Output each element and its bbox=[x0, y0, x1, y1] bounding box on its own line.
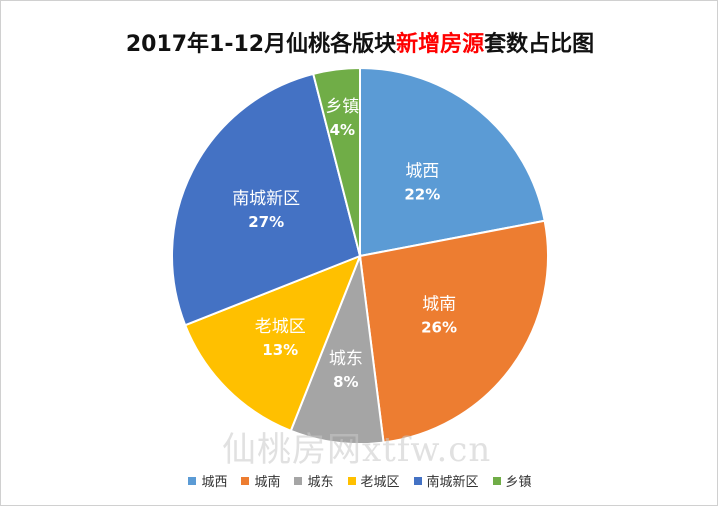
legend-swatch bbox=[492, 476, 501, 485]
legend-label: 城西 bbox=[201, 475, 228, 490]
pie-slice bbox=[171, 72, 362, 327]
pie-slice bbox=[358, 219, 549, 444]
slice-value-label: 8% bbox=[333, 373, 358, 391]
slice-value-label: 26% bbox=[421, 318, 457, 336]
legend-label: 南城新区 bbox=[426, 475, 479, 490]
pie-slices bbox=[171, 66, 549, 445]
slice-category-label: 老城区 bbox=[255, 317, 306, 337]
chart-title: 2017年1-12月仙桃各版块新增房源套数占比图 bbox=[0, 26, 720, 58]
pie-slice bbox=[289, 255, 385, 445]
title-prefix: 2017年1-12月仙桃各版块 bbox=[125, 32, 397, 57]
slice-value-label: 22% bbox=[404, 186, 440, 204]
watermark: 仙桃房网xtfw.cn bbox=[222, 430, 492, 470]
chart-legend: 城西 城南 城东 老城区 南城新区 乡镇 bbox=[0, 471, 720, 490]
legend-swatch bbox=[294, 476, 303, 485]
pie-slice bbox=[359, 66, 546, 258]
legend-label: 老城区 bbox=[360, 475, 400, 490]
slice-value-label: 4% bbox=[330, 121, 355, 139]
title-highlight: 新增房源 bbox=[396, 32, 485, 57]
legend-label: 城南 bbox=[254, 475, 281, 490]
legend-item: 城西 bbox=[188, 471, 227, 490]
legend-item: 乡镇 bbox=[492, 471, 532, 490]
legend-swatch bbox=[188, 476, 197, 485]
pie-slice bbox=[183, 254, 362, 433]
legend-item: 城南 bbox=[241, 471, 280, 490]
slice-category-label: 乡镇 bbox=[325, 97, 359, 117]
slice-value-label: 27% bbox=[248, 213, 284, 231]
legend-swatch bbox=[241, 476, 250, 485]
legend-label: 城东 bbox=[307, 475, 334, 490]
legend-swatch bbox=[413, 476, 422, 485]
pie-labels: 城西 22% 城南 26% 城东 8% 老城区 13% 南城新区 27% 乡镇 4% bbox=[232, 97, 457, 391]
slice-category-label: 南城新区 bbox=[232, 189, 300, 209]
slice-category-label: 城西 bbox=[405, 162, 439, 182]
slice-category-label: 城东 bbox=[329, 349, 363, 369]
slice-category-label: 城南 bbox=[422, 294, 456, 314]
legend-swatch bbox=[347, 476, 356, 485]
legend-item: 南城新区 bbox=[413, 471, 479, 490]
legend-label: 乡镇 bbox=[505, 475, 532, 490]
slice-value-label: 13% bbox=[262, 341, 298, 359]
title-suffix: 套数占比图 bbox=[484, 32, 595, 57]
legend-item: 老城区 bbox=[347, 471, 400, 490]
pie-slice bbox=[312, 66, 361, 257]
legend-item: 城东 bbox=[294, 471, 334, 490]
